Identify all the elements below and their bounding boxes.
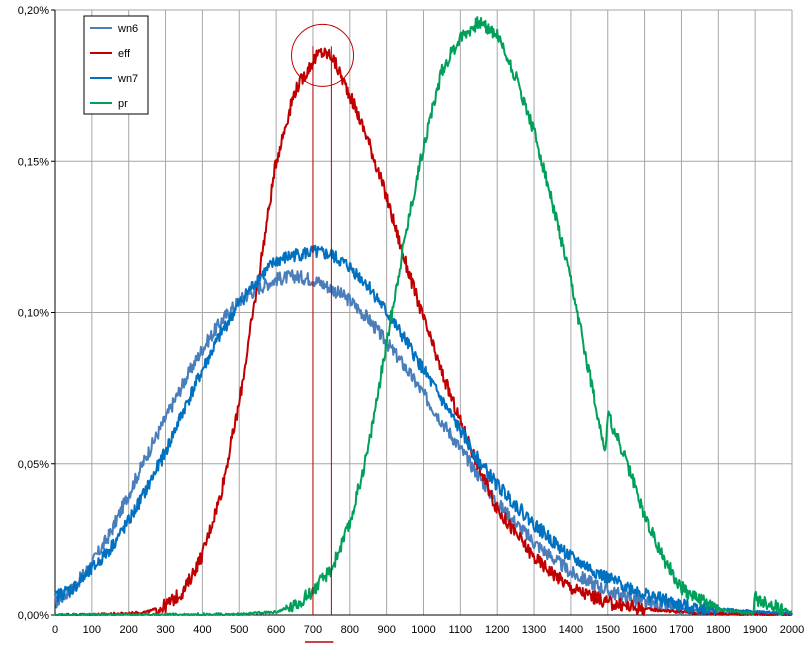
y-tick-label: 0,10% <box>18 308 49 320</box>
x-tick-label: 0 <box>52 624 58 636</box>
tick-labels: 0 100 200 300 400 500 600 700 800 900 1000 1100 1200… <box>18 5 804 636</box>
gridlines <box>54 9 793 616</box>
series-line-wn7 <box>54 244 793 616</box>
x-tick-label: 1200 <box>485 624 509 636</box>
y-tick-label: 0,05% <box>18 459 49 471</box>
x-tick-label: 700 <box>304 624 322 636</box>
x-tick-label: 1800 <box>706 624 730 636</box>
y-tick-label: 0,00% <box>18 610 49 622</box>
x-tick-label: 1300 <box>522 624 546 636</box>
x-tick-label: 2000 <box>780 624 804 636</box>
annotations <box>291 23 355 643</box>
series-line-pr <box>54 16 793 616</box>
x-tick-label: 600 <box>267 624 285 636</box>
legend-label-pr: pr <box>118 98 128 110</box>
x-tick-label: 900 <box>377 624 395 636</box>
x-tick-label: 1700 <box>669 624 693 636</box>
legend-label-wn6: wn6 <box>117 23 138 35</box>
x-tick-label: 1600 <box>632 624 656 636</box>
x-tick-label: 800 <box>341 624 359 636</box>
x-tick-label: 1400 <box>559 624 583 636</box>
legend-label-wn7: wn7 <box>117 73 138 85</box>
y-tick-label: 0,20% <box>18 5 49 17</box>
x-tick-label: 300 <box>156 624 174 636</box>
x-tick-label: 1900 <box>743 624 767 636</box>
x-tick-label: 100 <box>83 624 101 636</box>
series-group <box>54 16 793 616</box>
y-tick-label: 0,15% <box>18 156 49 168</box>
legend: wn6 eff wn7 pr <box>83 15 149 115</box>
x-tick-label: 500 <box>230 624 248 636</box>
x-tick-label: 1500 <box>596 624 620 636</box>
x-tick-label: 200 <box>120 624 138 636</box>
legend-label-eff: eff <box>118 48 131 60</box>
legend-box <box>83 15 149 115</box>
series-line-eff <box>54 47 793 616</box>
x-tick-label: 1000 <box>411 624 435 636</box>
x-tick-label: 1100 <box>449 624 473 636</box>
x-tick-label: 400 <box>193 624 211 636</box>
highlight-circle <box>291 23 355 87</box>
